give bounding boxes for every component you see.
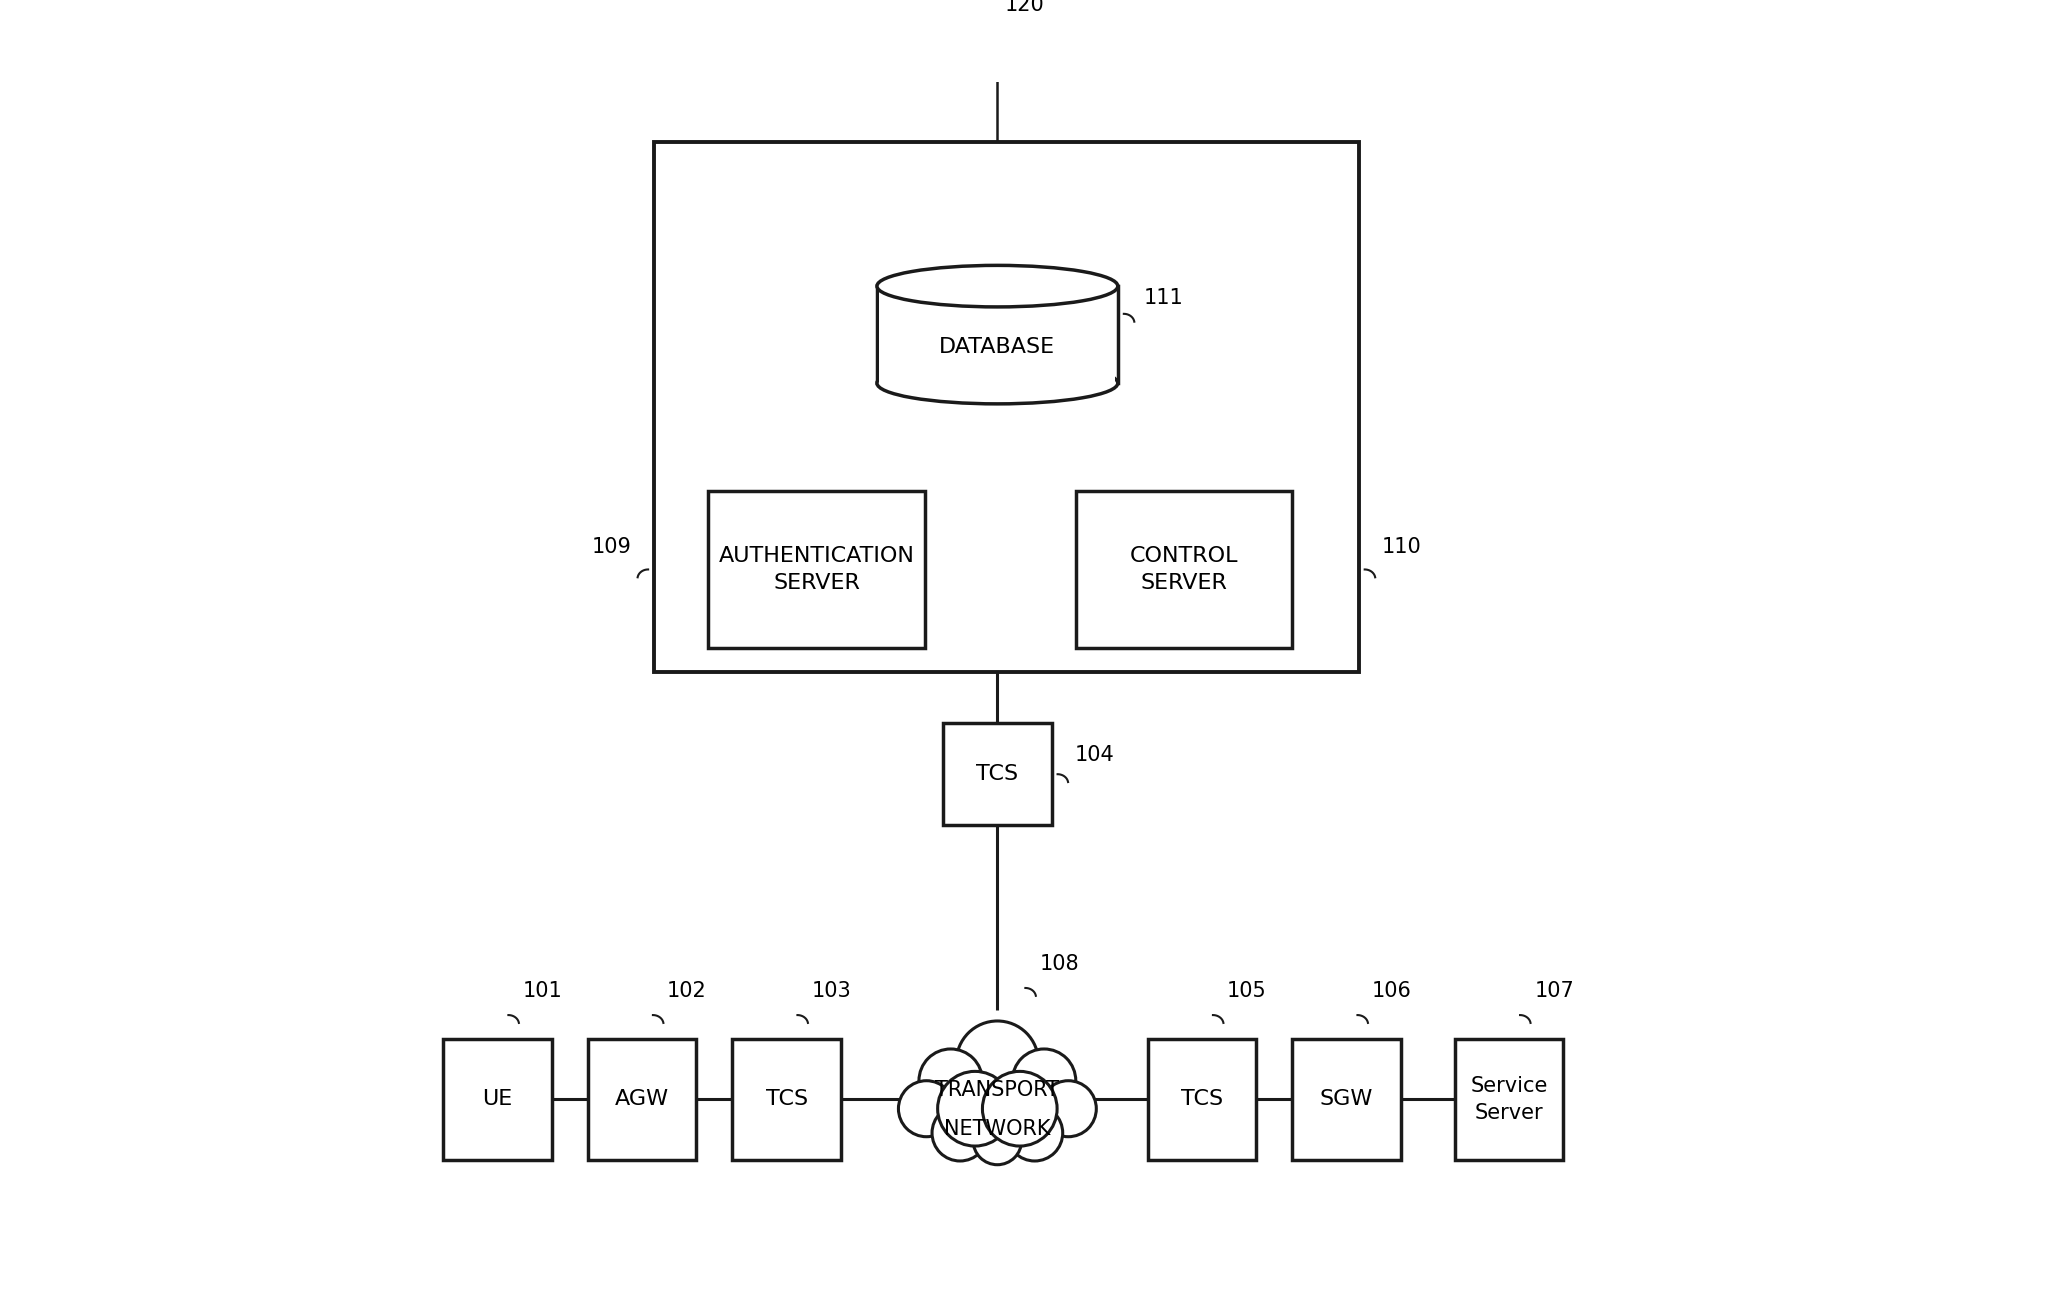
- Bar: [1075, 491, 1292, 648]
- Text: 111: 111: [1143, 288, 1184, 308]
- Text: TCS: TCS: [765, 1090, 808, 1109]
- Circle shape: [974, 1116, 1021, 1165]
- Text: TCS: TCS: [976, 764, 1019, 785]
- Bar: [732, 1040, 841, 1160]
- Text: UE: UE: [482, 1090, 513, 1109]
- Text: 105: 105: [1228, 980, 1267, 1001]
- Text: Service: Service: [1470, 1076, 1548, 1096]
- Circle shape: [982, 1072, 1056, 1146]
- Text: SERVER: SERVER: [1141, 573, 1228, 592]
- Text: SGW: SGW: [1321, 1090, 1372, 1109]
- Text: CONTROL: CONTROL: [1131, 546, 1238, 566]
- Text: 107: 107: [1534, 980, 1573, 1001]
- Text: DATABASE: DATABASE: [938, 336, 1056, 357]
- Bar: [1147, 1040, 1257, 1160]
- Text: 101: 101: [523, 980, 562, 1001]
- Bar: [587, 1040, 697, 1160]
- Circle shape: [899, 1081, 955, 1137]
- Bar: [709, 491, 926, 648]
- Text: NETWORK: NETWORK: [945, 1120, 1050, 1139]
- Text: SERVER: SERVER: [773, 573, 860, 592]
- Ellipse shape: [876, 362, 1118, 403]
- Circle shape: [957, 1021, 1038, 1103]
- Bar: [1455, 1040, 1563, 1160]
- Circle shape: [1013, 1049, 1075, 1112]
- Circle shape: [1007, 1106, 1062, 1161]
- Bar: [653, 142, 1358, 672]
- Text: 109: 109: [591, 538, 633, 557]
- Text: TCS: TCS: [1180, 1090, 1224, 1109]
- Text: 108: 108: [1040, 953, 1079, 974]
- Text: 102: 102: [668, 980, 707, 1001]
- Ellipse shape: [876, 265, 1118, 306]
- Circle shape: [1040, 1081, 1096, 1137]
- Circle shape: [920, 1049, 982, 1112]
- Text: 120: 120: [1005, 0, 1044, 16]
- Text: 110: 110: [1381, 538, 1422, 557]
- Text: TRANSPORT: TRANSPORT: [936, 1080, 1060, 1100]
- Bar: [878, 286, 1116, 383]
- Circle shape: [938, 1072, 1013, 1146]
- Text: 106: 106: [1372, 980, 1412, 1001]
- Text: 104: 104: [1075, 745, 1114, 764]
- Bar: [1292, 1040, 1401, 1160]
- Text: Server: Server: [1476, 1103, 1544, 1122]
- Bar: [442, 1040, 552, 1160]
- Text: AGW: AGW: [616, 1090, 670, 1109]
- Circle shape: [932, 1106, 988, 1161]
- Text: 103: 103: [812, 980, 852, 1001]
- Bar: [943, 723, 1052, 825]
- Text: AUTHENTICATION: AUTHENTICATION: [719, 546, 916, 566]
- Bar: [876, 286, 1118, 383]
